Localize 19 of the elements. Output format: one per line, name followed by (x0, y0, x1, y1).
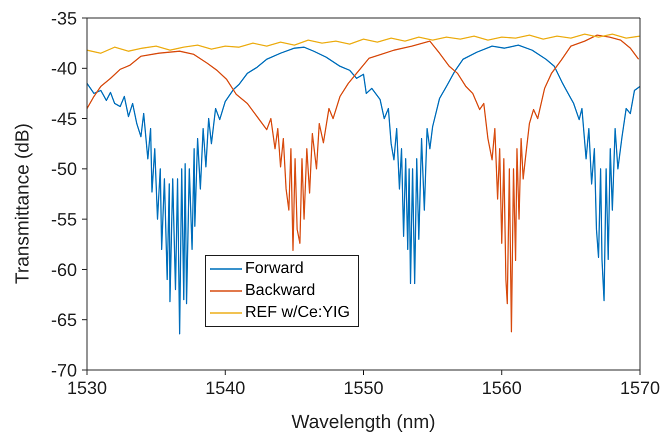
y-tick-label: -60 (50, 260, 77, 280)
x-axis-title: Wavelength (nm) (292, 412, 436, 433)
legend-label: Backward (245, 281, 316, 301)
x-tick-label: 1560 (482, 378, 522, 398)
legend-label: Forward (245, 259, 304, 279)
y-tick-label: -45 (50, 108, 77, 129)
x-tick-label: 1550 (343, 378, 384, 398)
y-axis-title: Transmittance (dB) (12, 123, 34, 284)
y-tick-label: -65 (50, 310, 77, 330)
y-tick-label: -50 (50, 159, 77, 180)
y-tick-label: -70 (50, 360, 77, 380)
x-tick-label: 1570 (620, 378, 660, 398)
x-tick-label: 1530 (66, 378, 108, 398)
x-tick-label: 1540 (205, 378, 246, 398)
line-series (87, 33, 640, 54)
y-tick-label: -55 (50, 210, 77, 230)
legend-label: REF w/Ce:YIG (245, 303, 350, 323)
y-tick-label: -40 (50, 58, 77, 79)
y-tick-label: -35 (50, 8, 77, 28)
